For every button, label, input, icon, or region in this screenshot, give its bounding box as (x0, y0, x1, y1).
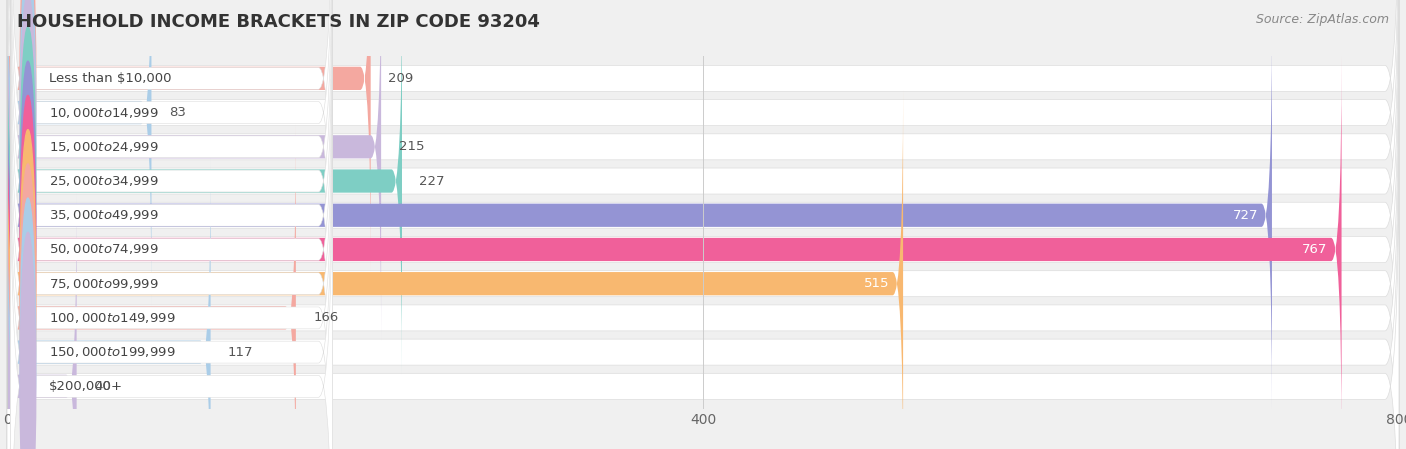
FancyBboxPatch shape (10, 0, 332, 341)
FancyBboxPatch shape (7, 0, 1399, 442)
FancyBboxPatch shape (10, 0, 332, 375)
Circle shape (20, 96, 35, 404)
Text: $150,000 to $199,999: $150,000 to $199,999 (49, 345, 176, 359)
FancyBboxPatch shape (10, 0, 332, 444)
Circle shape (20, 0, 35, 267)
Text: $75,000 to $99,999: $75,000 to $99,999 (49, 277, 159, 291)
FancyBboxPatch shape (7, 56, 1341, 443)
FancyBboxPatch shape (10, 123, 332, 449)
Text: Source: ZipAtlas.com: Source: ZipAtlas.com (1256, 13, 1389, 26)
FancyBboxPatch shape (10, 0, 332, 449)
FancyBboxPatch shape (7, 90, 903, 449)
Text: 215: 215 (398, 140, 425, 153)
FancyBboxPatch shape (7, 92, 1399, 449)
Circle shape (20, 27, 35, 335)
Text: 727: 727 (1233, 209, 1258, 222)
Circle shape (20, 164, 35, 449)
FancyBboxPatch shape (7, 0, 1399, 449)
FancyBboxPatch shape (7, 0, 1399, 339)
Circle shape (20, 0, 35, 301)
FancyBboxPatch shape (10, 89, 332, 449)
FancyBboxPatch shape (7, 23, 1399, 449)
FancyBboxPatch shape (7, 124, 295, 449)
Text: $100,000 to $149,999: $100,000 to $149,999 (49, 311, 176, 325)
Circle shape (20, 233, 35, 449)
Text: Less than $10,000: Less than $10,000 (49, 72, 172, 85)
Text: $200,000+: $200,000+ (49, 380, 122, 393)
Text: $10,000 to $14,999: $10,000 to $14,999 (49, 106, 159, 119)
FancyBboxPatch shape (7, 0, 402, 375)
FancyBboxPatch shape (7, 193, 77, 449)
Text: HOUSEHOLD INCOME BRACKETS IN ZIP CODE 93204: HOUSEHOLD INCOME BRACKETS IN ZIP CODE 93… (17, 13, 540, 31)
FancyBboxPatch shape (10, 55, 332, 449)
Text: 40: 40 (94, 380, 111, 393)
FancyBboxPatch shape (10, 0, 332, 409)
FancyBboxPatch shape (10, 0, 332, 449)
FancyBboxPatch shape (7, 158, 211, 449)
Text: 515: 515 (863, 277, 889, 290)
Text: 767: 767 (1302, 243, 1327, 256)
FancyBboxPatch shape (7, 0, 1399, 449)
FancyBboxPatch shape (7, 0, 371, 272)
Text: $35,000 to $49,999: $35,000 to $49,999 (49, 208, 159, 222)
Circle shape (20, 0, 35, 232)
Text: $15,000 to $24,999: $15,000 to $24,999 (49, 140, 159, 154)
Circle shape (20, 61, 35, 369)
Circle shape (20, 130, 35, 438)
Text: $25,000 to $34,999: $25,000 to $34,999 (49, 174, 159, 188)
Text: 166: 166 (314, 312, 339, 325)
Text: 209: 209 (388, 72, 413, 85)
FancyBboxPatch shape (7, 57, 1399, 449)
FancyBboxPatch shape (7, 126, 1399, 449)
FancyBboxPatch shape (7, 0, 381, 340)
FancyBboxPatch shape (7, 0, 1399, 373)
FancyBboxPatch shape (7, 0, 1399, 408)
FancyBboxPatch shape (7, 0, 152, 306)
FancyBboxPatch shape (10, 21, 332, 449)
Text: $50,000 to $74,999: $50,000 to $74,999 (49, 242, 159, 256)
Text: 117: 117 (228, 346, 253, 359)
Text: 227: 227 (419, 175, 444, 188)
Circle shape (20, 198, 35, 449)
Text: 83: 83 (169, 106, 186, 119)
FancyBboxPatch shape (7, 22, 1272, 409)
